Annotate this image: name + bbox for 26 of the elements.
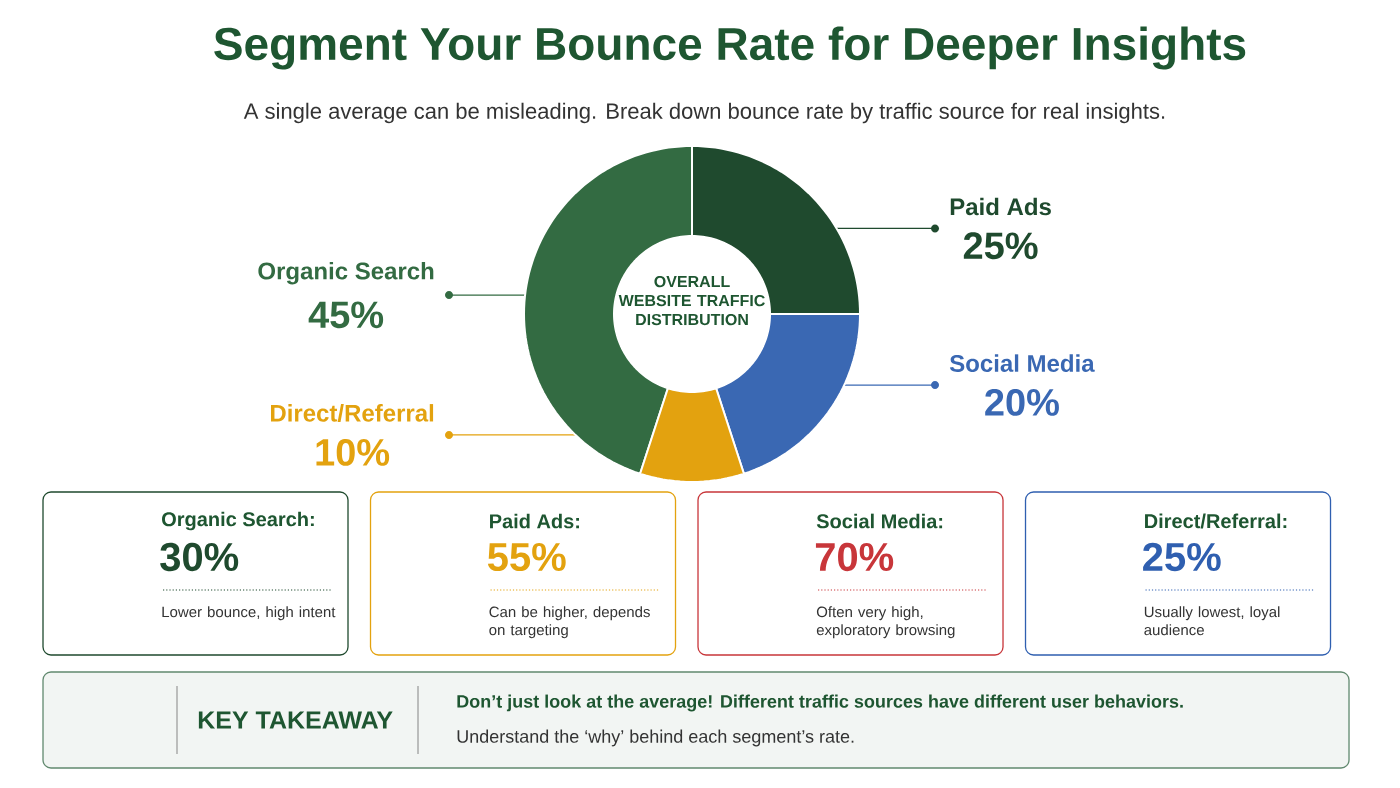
- text: 70%: [815, 542, 894, 572]
- text: Lower bounce, high intent: [162, 606, 336, 621]
- text: OVERALL WEBSITE TRAFFIC DISTRIBUTION: [618, 275, 765, 326]
- data-label: 25%: [963, 232, 1038, 260]
- text: Don’t just look at the average! Different traffic sources have different user behaviors.: [457, 694, 1183, 712]
- data-label: 45%: [308, 301, 384, 329]
- chart-subtitle: A single average can be misleading. Break down bounce rate by traffic source for real insights.: [243, 102, 1165, 124]
- chart-title: Segment Your Bounce Rate for Deeper Insights: [214, 26, 1246, 70]
- text: Organic Search:: [162, 511, 314, 531]
- text: Paid Ads:: [490, 513, 579, 529]
- slice-label: Direct/Referral: [271, 404, 434, 422]
- text: KEY TAKEAWAY: [198, 711, 393, 729]
- text: 55%: [487, 542, 566, 572]
- slice-label: Social Media: [949, 354, 1095, 372]
- text: Direct/Referral:: [1145, 513, 1287, 529]
- text: 25%: [1143, 542, 1221, 572]
- text: Can be higher, depends on targeting: [489, 606, 650, 639]
- data-label: 20%: [985, 388, 1059, 416]
- text: Social Media:: [816, 513, 943, 529]
- data-label: 10%: [316, 438, 390, 466]
- text: Usually lowest, loyal audience: [1144, 606, 1280, 636]
- slice-label: Organic Search: [258, 261, 434, 285]
- text: Understand the ‘why’ behind each segment’s rate.: [457, 729, 854, 747]
- slice-label: Paid Ads: [950, 197, 1051, 216]
- text: 30%: [160, 542, 239, 572]
- text: Often very high, exploratory browsing: [816, 606, 955, 639]
